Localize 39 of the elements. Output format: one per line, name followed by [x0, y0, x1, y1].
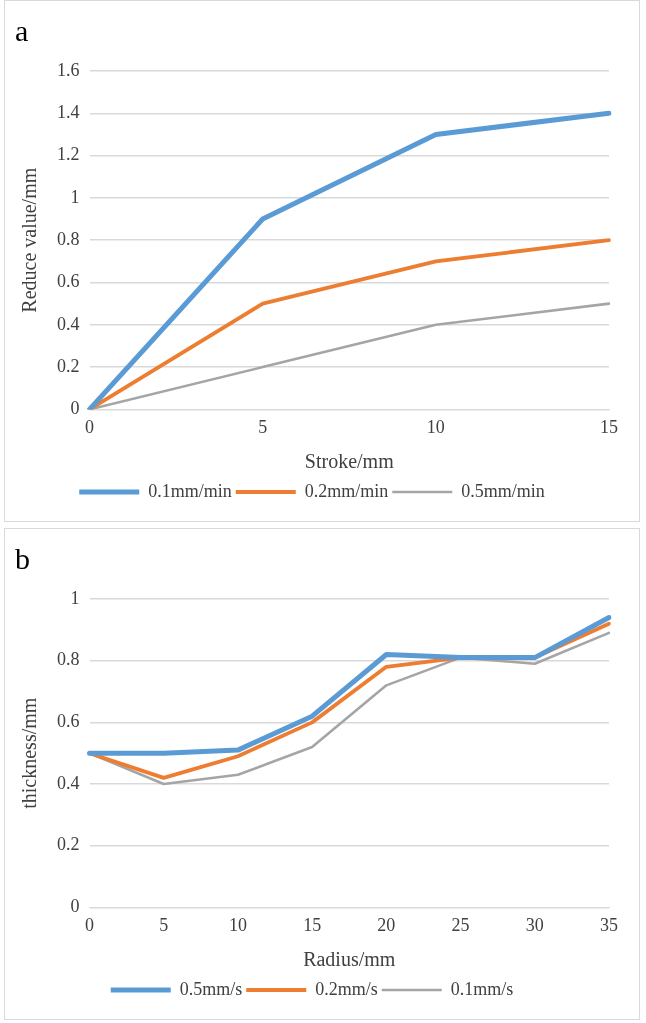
x-tick-label: 5 — [258, 416, 268, 437]
y-tick-label: 0.8 — [57, 228, 80, 249]
x-axis-title: Radius/mm — [303, 948, 396, 971]
x-tick-label: 10 — [228, 914, 247, 935]
legend-label: 0.1mm/s — [450, 978, 514, 999]
y-axis-title: Reduce value/mm — [18, 167, 41, 313]
y-tick-label: 0 — [70, 896, 80, 917]
x-tick-label: 0 — [85, 914, 94, 935]
x-tick-label: 25 — [451, 914, 470, 935]
y-tick-label: 0.6 — [57, 711, 80, 732]
y-tick-label: 1 — [70, 186, 80, 207]
legend-label: 0.2mm/min — [304, 480, 389, 501]
legend-label: 0.2mm/s — [315, 978, 378, 999]
y-tick-label: 0.4 — [57, 313, 80, 334]
chart-title: b — [15, 541, 30, 575]
y-tick-label: 0.8 — [57, 649, 80, 670]
x-tick-label: 15 — [600, 416, 618, 437]
x-tick-label: 5 — [159, 914, 169, 935]
y-tick-label: 1 — [70, 587, 80, 608]
y-tick-label: 0.2 — [57, 355, 80, 376]
legend-label: 0.5mm/min — [461, 480, 545, 501]
chart-title: a — [15, 13, 29, 47]
y-tick-label: 0.2 — [57, 834, 80, 855]
y-tick-label: 0 — [70, 398, 80, 419]
legend-label: 0.1mm/min — [148, 480, 232, 501]
y-tick-label: 0.6 — [57, 271, 80, 292]
x-tick-label: 15 — [303, 914, 322, 935]
y-tick-label: 0.4 — [57, 772, 80, 793]
x-tick-label: 0 — [85, 416, 94, 437]
x-tick-label: 10 — [426, 416, 445, 437]
x-axis-title: Stroke/mm — [304, 450, 395, 473]
y-tick-label: 1.2 — [57, 144, 80, 165]
legend-label: 0.5mm/s — [179, 978, 243, 999]
y-tick-label: 1.6 — [57, 59, 80, 80]
y-axis-title: thickness/mm — [18, 697, 41, 809]
x-tick-label: 20 — [377, 914, 396, 935]
x-tick-label: 30 — [525, 914, 544, 935]
y-tick-label: 1.4 — [57, 102, 80, 123]
x-tick-label: 35 — [600, 914, 618, 935]
